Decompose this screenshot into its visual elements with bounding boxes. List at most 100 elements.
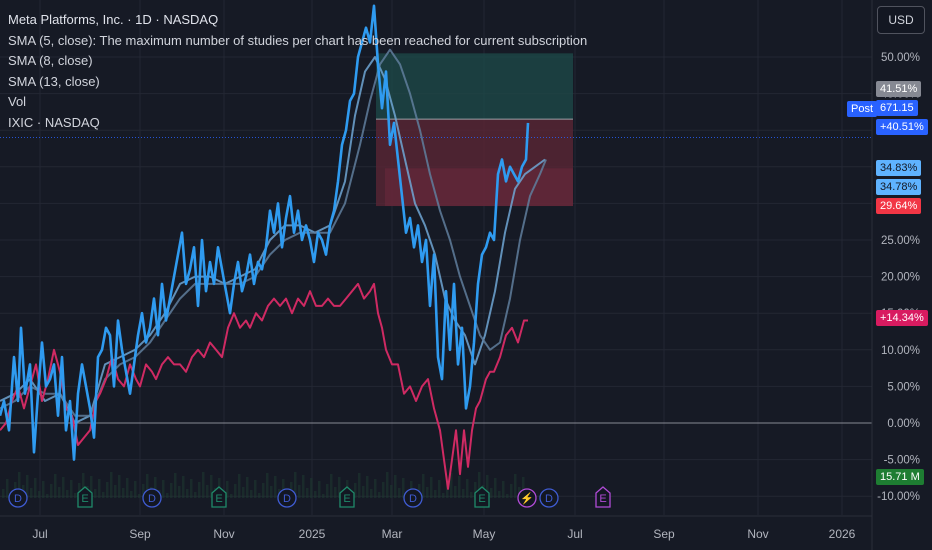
volume-bar [490,488,493,498]
volume-bar [6,479,9,498]
x-tick-label: 2025 [299,527,326,541]
y-tick-label: 0.00% [887,418,920,430]
y-tick-label: 25.00% [881,235,920,247]
volume-bar [366,476,369,498]
volume-bar [186,489,189,498]
volume-bar [334,487,337,498]
volume-bar [306,488,309,498]
volume-bar [238,474,241,498]
legend-sma5[interactable]: SMA (5, close): The maximum number of st… [8,32,588,48]
volume-bar [462,489,465,498]
volume-bar [322,494,325,498]
volume-bar [274,476,277,498]
event-marker-label: E [599,493,606,505]
volume-bar [434,490,437,498]
volume-bar [246,477,249,498]
volume-bar [358,473,361,498]
chart-legend: Meta Platforms, Inc. · 1D · NASDAQ SMA (… [8,10,587,133]
price-badge-lightblue: 34.83% [876,160,922,176]
event-marker-earnings [474,486,490,508]
x-tick-label: Nov [213,527,234,541]
volume-bar [102,492,105,498]
volume-bar [2,489,5,498]
event-marker-split [517,488,537,508]
post-market-tag: Post [847,101,878,117]
volume-bar [466,479,469,498]
legend-sma8[interactable]: SMA (8, close) [8,53,93,68]
volume-bar [118,475,121,498]
volume-bar [298,485,301,498]
event-marker-dividend [277,488,297,508]
profit-zone [376,53,573,120]
volume-bar [486,475,489,498]
volume-bar [430,477,433,498]
volume-bar [394,475,397,498]
volume-bar [38,491,41,498]
y-tick-label: -10.00% [877,491,920,503]
legend-sma13[interactable]: SMA (13, close) [8,73,100,89]
volume-bar [198,482,201,498]
volume-bar [362,486,365,498]
volume-bar [474,482,477,498]
volume-bar [58,487,61,498]
legend-compare-ixic[interactable]: IXIC · NASDAQ [8,114,100,130]
volume-bar [194,492,197,498]
volume-bar [134,481,137,498]
volume-bar [422,474,425,498]
volume-bar [402,478,405,498]
loss-zone-inner [385,168,573,207]
event-marker-dividend [8,488,28,508]
volume-bar [34,478,37,498]
price-badge-blue: 671.15 [876,100,918,116]
volume-bar [446,483,449,498]
volume-bar [26,475,29,498]
x-tick-label: May [473,527,496,541]
volume-bar [66,490,69,498]
volume-bar [94,489,97,498]
y-tick-label: 20.00% [881,272,920,284]
volume-bar [90,476,93,498]
legend-symbol-title[interactable]: Meta Platforms, Inc. · 1D · NASDAQ [8,12,219,27]
event-marker-earnings [211,486,227,508]
volume-bar [458,476,461,498]
x-tick-label: Nov [747,527,768,541]
volume-bar [234,484,237,498]
volume-bar [202,472,205,498]
x-tick-label: Mar [382,527,403,541]
volume-bar [314,491,317,498]
x-tick-label: Sep [653,527,675,541]
volume-bar [110,472,113,498]
event-marker-label: E [343,493,350,505]
event-marker-label: E [478,493,485,505]
event-marker-label: E [215,493,222,505]
legend-volume[interactable]: Vol [8,94,27,109]
currency-button[interactable]: USD [877,6,925,34]
event-marker-dividend [142,488,162,508]
volume-bar [478,472,481,498]
volume-bar [78,483,81,498]
volume-bar [154,477,157,498]
y-tick-label: 5.00% [887,381,920,393]
price-badge-gray: 41.51% [876,81,922,97]
volume-bar [106,482,109,498]
volume-bar [382,482,385,498]
x-tick-label: 2026 [829,527,856,541]
volume-bar [370,489,373,498]
volume-bar [182,476,185,498]
event-marker-earnings [339,486,355,508]
price-badge-blue: +40.51% [876,119,928,135]
volume-bar [442,493,445,498]
price-badge-green: 15.71 M [876,469,924,485]
volume-bar [390,485,393,498]
volume-bar [162,480,165,498]
volume-bar [114,485,117,498]
x-tick-label: Jul [567,527,582,541]
x-tick-label: Jul [32,527,47,541]
x-tick-label: Sep [129,527,151,541]
volume-bar [326,484,329,498]
volume-bar [74,493,77,498]
event-marker-earnings [77,486,93,508]
event-marker-dividend [403,488,423,508]
volume-bar [494,478,497,498]
